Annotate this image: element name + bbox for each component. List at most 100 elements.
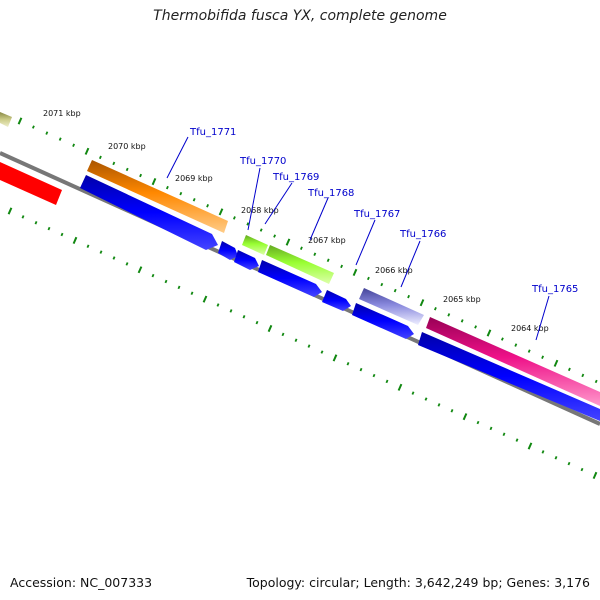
major-tick bbox=[553, 359, 559, 367]
minor-tick bbox=[259, 228, 263, 232]
gene-lime bbox=[266, 245, 334, 284]
minor-tick bbox=[58, 137, 62, 141]
minor-tick bbox=[567, 461, 571, 466]
major-tick bbox=[397, 383, 403, 391]
minor-tick bbox=[112, 161, 116, 166]
kbp-label: 2065 kbp bbox=[443, 295, 481, 304]
gene-label-tfu-1768[interactable]: Tfu_1768 bbox=[307, 188, 354, 199]
minor-tick bbox=[125, 167, 129, 172]
leader-line bbox=[309, 197, 329, 241]
minor-tick bbox=[72, 143, 76, 147]
minor-tick bbox=[474, 325, 478, 329]
minor-tick bbox=[294, 338, 298, 342]
gene-red bbox=[0, 162, 62, 205]
minor-tick bbox=[60, 232, 64, 237]
minor-tick bbox=[581, 373, 585, 378]
minor-tick bbox=[86, 244, 90, 248]
kbp-label: 2066 kbp bbox=[375, 266, 413, 275]
accession-text: Accession: NC_007333 bbox=[10, 575, 153, 590]
minor-tick bbox=[273, 234, 277, 238]
minor-tick bbox=[527, 349, 531, 353]
minor-tick bbox=[567, 367, 571, 372]
minor-tick bbox=[359, 367, 363, 372]
minor-tick bbox=[437, 403, 441, 407]
page-title: Thermobifida fusca YX, complete genome bbox=[153, 8, 447, 24]
major-tick bbox=[151, 177, 157, 186]
leader-line bbox=[355, 219, 376, 266]
leader-line bbox=[535, 295, 550, 341]
gene-label-tfu-1766[interactable]: Tfu_1766 bbox=[399, 229, 446, 240]
minor-tick bbox=[31, 125, 35, 129]
minor-tick bbox=[165, 185, 169, 190]
gene-orange bbox=[87, 160, 228, 233]
gene-label-tfu-1770[interactable]: Tfu_1770 bbox=[239, 156, 286, 167]
minor-tick bbox=[99, 250, 103, 254]
minor-tick bbox=[380, 282, 384, 287]
leader-line bbox=[400, 240, 421, 288]
gene-blue-4 bbox=[258, 260, 322, 297]
gene-label-tfu-1767[interactable]: Tfu_1767 bbox=[353, 209, 400, 220]
gene-blue-7 bbox=[418, 332, 600, 421]
kbp-label: 2071 kbp bbox=[43, 109, 81, 118]
gene-purple bbox=[359, 288, 424, 325]
minor-tick bbox=[407, 294, 411, 299]
minor-tick bbox=[307, 344, 311, 348]
gene-blue-5 bbox=[322, 290, 351, 311]
major-tick bbox=[267, 324, 273, 333]
minor-tick bbox=[179, 191, 183, 196]
gene-magenta bbox=[426, 317, 600, 406]
minor-tick bbox=[326, 258, 330, 263]
gene-lime-small bbox=[242, 235, 268, 255]
topology-text: Topology: circular; Length: 3,642,249 bp… bbox=[246, 575, 590, 590]
minor-tick bbox=[450, 409, 454, 413]
gene-label-tfu-1771[interactable]: Tfu_1771 bbox=[189, 127, 236, 138]
outer-ticks bbox=[17, 117, 598, 384]
major-tick bbox=[137, 266, 143, 274]
major-tick bbox=[352, 268, 358, 277]
minor-tick bbox=[151, 273, 155, 278]
minor-tick bbox=[190, 291, 194, 295]
minor-tick bbox=[206, 204, 210, 208]
minor-tick bbox=[216, 303, 220, 307]
gene-blue-1 bbox=[80, 175, 218, 250]
minor-tick bbox=[580, 467, 584, 472]
minor-tick bbox=[229, 309, 233, 313]
minor-tick bbox=[541, 355, 545, 359]
minor-tick bbox=[385, 379, 389, 384]
gene-blue-6 bbox=[352, 303, 414, 339]
minor-tick bbox=[45, 131, 49, 135]
minor-tick bbox=[177, 285, 181, 290]
minor-tick bbox=[433, 307, 437, 311]
gene-blue-3 bbox=[234, 250, 259, 270]
minor-tick bbox=[502, 432, 506, 437]
minor-tick bbox=[515, 438, 519, 442]
minor-tick bbox=[500, 337, 504, 341]
kbp-label: 2069 kbp bbox=[175, 174, 213, 183]
minor-tick bbox=[366, 276, 370, 281]
minor-tick bbox=[34, 221, 38, 225]
major-tick bbox=[462, 413, 468, 421]
major-tick bbox=[72, 236, 78, 245]
minor-tick bbox=[98, 155, 102, 160]
leader-line bbox=[247, 167, 261, 231]
major-tick bbox=[218, 208, 224, 216]
minor-tick bbox=[255, 320, 259, 325]
gene-label-tfu-1765[interactable]: Tfu_1765 bbox=[531, 284, 578, 295]
major-tick bbox=[202, 295, 208, 303]
minor-tick bbox=[411, 391, 415, 395]
gene-label-tfu-1769[interactable]: Tfu_1769 bbox=[272, 172, 319, 183]
minor-tick bbox=[164, 279, 168, 284]
minor-tick bbox=[541, 450, 545, 454]
minor-tick bbox=[139, 173, 143, 178]
minor-tick bbox=[246, 222, 250, 226]
minor-tick bbox=[320, 350, 324, 354]
minor-tick bbox=[346, 362, 350, 366]
minor-tick bbox=[21, 215, 25, 219]
minor-tick bbox=[554, 456, 558, 460]
major-tick bbox=[285, 238, 291, 246]
kbp-label: 2067 kbp bbox=[308, 236, 346, 245]
minor-tick bbox=[281, 332, 285, 337]
minor-tick bbox=[125, 262, 129, 266]
minor-tick bbox=[460, 319, 464, 323]
